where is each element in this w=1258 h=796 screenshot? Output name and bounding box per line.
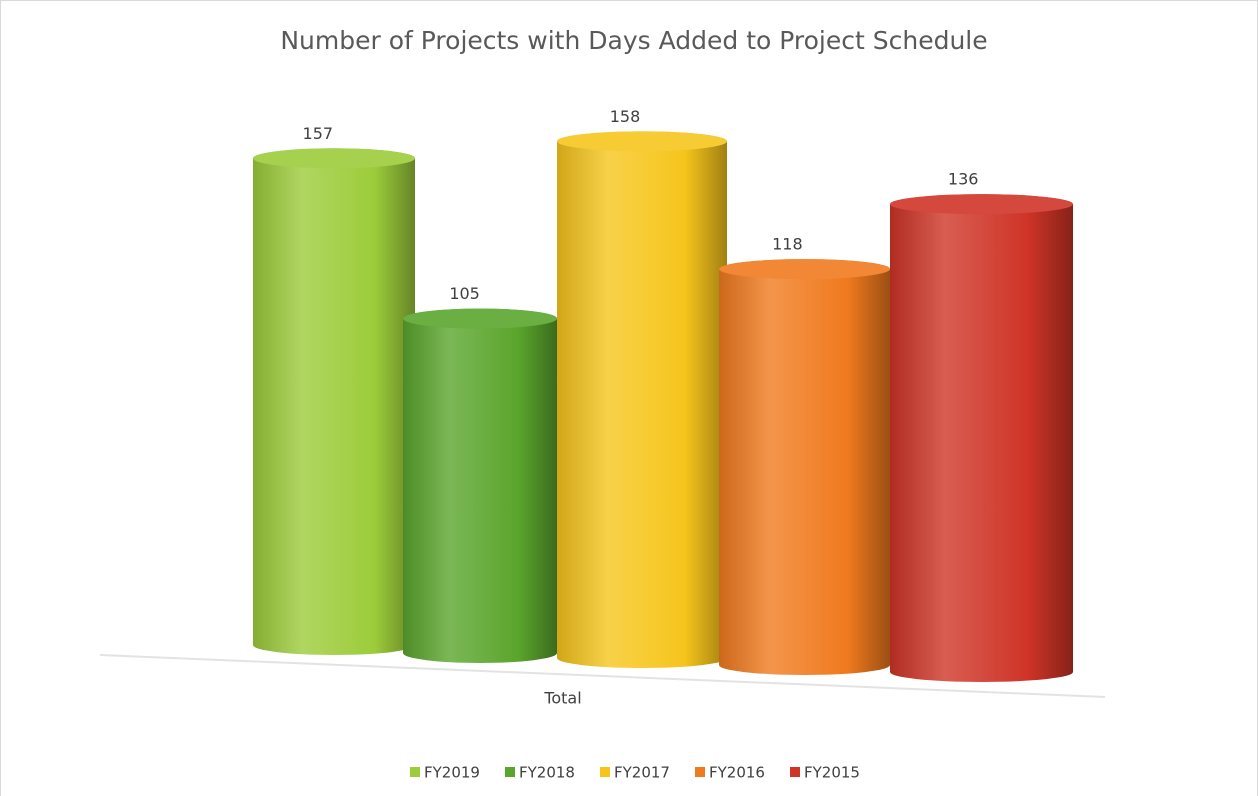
cylinder [253, 148, 415, 656]
legend-label: FY2018 [519, 764, 575, 782]
floor [100, 654, 1105, 698]
legend-swatch [505, 767, 515, 777]
cylinder-top [253, 148, 415, 169]
legend-swatch [790, 767, 800, 777]
chart-title: Number of Projects with Days Added to Pr… [280, 26, 987, 55]
data-label: 157 [303, 124, 334, 143]
cylinder [557, 131, 727, 669]
legend-swatch [600, 767, 610, 777]
legend-label: FY2019 [424, 764, 480, 782]
data-label: 105 [449, 284, 480, 303]
legend-swatch [410, 767, 420, 777]
x-tick-label: Total [543, 689, 581, 708]
legend-swatch [695, 767, 705, 777]
data-label: 136 [948, 170, 979, 189]
legend-label: FY2016 [709, 764, 765, 782]
cylinder-top [890, 194, 1073, 215]
data-label: 118 [772, 235, 803, 254]
legend-label: FY2015 [804, 764, 860, 782]
cylinder [719, 259, 890, 675]
data-label: 158 [610, 107, 641, 126]
cylinder [890, 194, 1073, 682]
cylinder-top [557, 131, 727, 152]
cylinder-top [403, 308, 557, 329]
legend-label: FY2017 [614, 764, 670, 782]
cylinder [403, 308, 557, 663]
cylinder-top [719, 259, 890, 280]
